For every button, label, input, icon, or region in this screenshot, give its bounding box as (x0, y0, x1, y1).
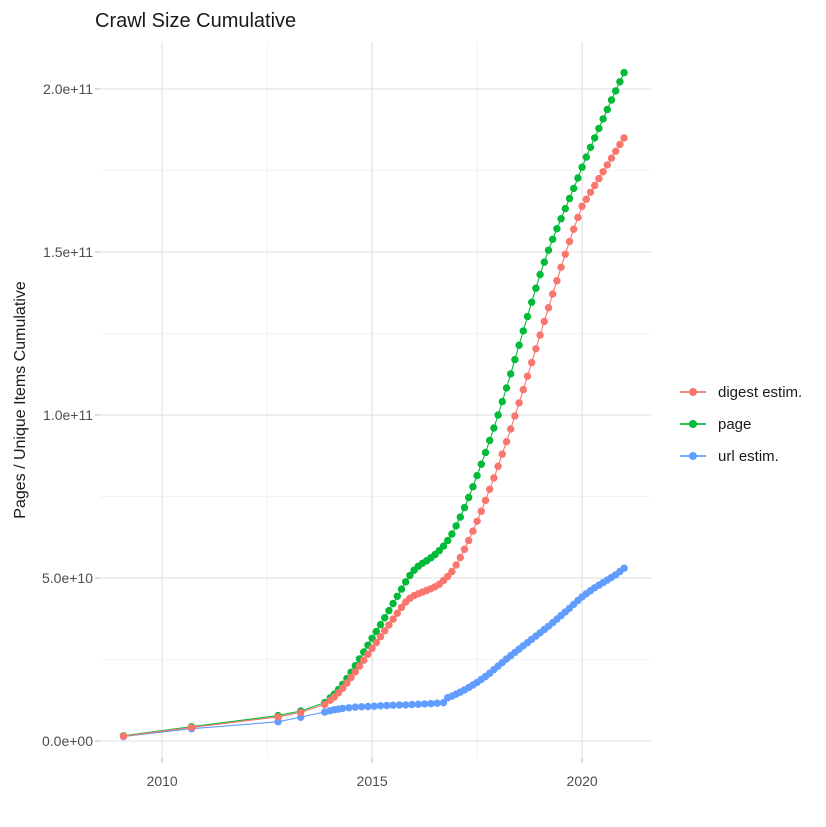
y-tick-label: 1.0e+11 (43, 406, 93, 423)
legend: digest estim. page url estim. (680, 376, 802, 472)
chart-title: Crawl Size Cumulative (95, 10, 297, 32)
legend-key-dot-icon (680, 449, 706, 463)
legend-key-dot-icon (680, 385, 706, 399)
x-tick-label: 2020 (566, 773, 598, 789)
legend-key-dot-icon (680, 417, 706, 431)
legend-item-url-estim: url estim. (680, 440, 802, 472)
x-tick-label: 2015 (356, 773, 388, 789)
y-tick-label: 5.0e+10 (42, 570, 93, 587)
legend-label: url estim. (718, 447, 779, 465)
legend-item-digest-estim: digest estim. (680, 376, 802, 408)
legend-item-page: page (680, 408, 802, 440)
y-tick-label: 0.0e+00 (42, 733, 93, 750)
legend-label: page (718, 415, 752, 433)
y-tick-label: 2.0e+11 (43, 80, 93, 97)
legend-label: digest estim. (718, 383, 803, 401)
x-tick-label: 2010 (146, 773, 178, 789)
y-tick-label: 1.5e+11 (43, 243, 93, 260)
